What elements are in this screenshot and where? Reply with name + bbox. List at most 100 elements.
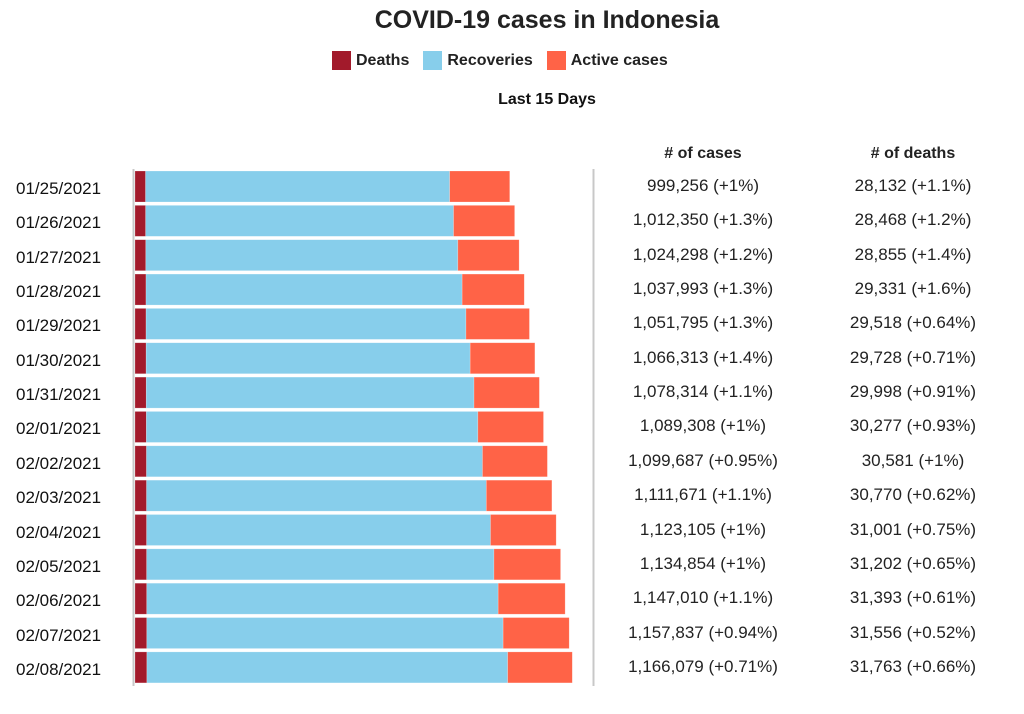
cases-cell: 1,012,350 (+1.3%) (632, 210, 774, 230)
active-segment[interactable] (449, 170, 511, 203)
deaths-cell: 30,277 (+0.93%) (849, 416, 977, 436)
legend: Deaths Recoveries Active cases (332, 51, 682, 70)
active-segment[interactable] (469, 342, 536, 375)
deaths-cell: 31,202 (+0.65%) (849, 553, 977, 573)
date-label: 01/31/2021 (16, 385, 102, 405)
deaths-segment[interactable] (134, 582, 148, 615)
date-label: 01/29/2021 (16, 316, 102, 336)
active-segment[interactable] (473, 376, 540, 409)
legend-item-recoveries[interactable]: Recoveries (423, 51, 533, 70)
legend-swatch-recoveries (423, 51, 443, 70)
legend-swatch-active (546, 51, 566, 70)
active-segment[interactable] (465, 308, 530, 340)
date-label: 02/05/2021 (16, 556, 102, 576)
deaths-cell: 29,518 (+0.64%) (849, 313, 977, 333)
deaths-cell: 31,556 (+0.52%) (849, 622, 977, 642)
legend-label-recoveries: Recoveries (447, 51, 533, 69)
deaths-cell: 28,855 (+1.4%) (854, 244, 972, 264)
date-label: 02/08/2021 (16, 659, 102, 679)
deaths-cell: 29,728 (+0.71%) (849, 347, 977, 367)
date-label: 02/06/2021 (16, 591, 102, 611)
deaths-cell: 30,581 (+1%) (861, 450, 965, 470)
legend-swatch-deaths (332, 51, 351, 70)
cases-cell: 1,166,079 (+0.71%) (628, 656, 778, 676)
recoveries-segment[interactable] (146, 514, 491, 546)
chart-subtitle: Last 15 Days (498, 91, 596, 108)
deaths-cell: 29,331 (+1.6%) (854, 279, 972, 299)
active-segment[interactable] (493, 548, 561, 581)
deaths-segment[interactable] (134, 205, 146, 237)
chart-title: COVID-19 cases in Indonesia (374, 6, 720, 34)
deaths-segment[interactable] (134, 170, 146, 203)
cases-cell: 1,078,314 (+1.1%) (632, 382, 774, 402)
cases-cell: 1,099,687 (+0.95%) (628, 450, 778, 470)
deaths-segment[interactable] (134, 617, 148, 649)
legend-item-deaths[interactable]: Deaths (332, 51, 409, 70)
legend-item-active[interactable]: Active cases (546, 51, 668, 70)
active-segment[interactable] (457, 239, 520, 271)
recoveries-segment[interactable] (145, 273, 463, 306)
deaths-segment[interactable] (134, 548, 148, 581)
column-header-deaths: # of deaths (870, 145, 956, 162)
deaths-segment[interactable] (134, 479, 147, 512)
recoveries-segment[interactable] (145, 170, 450, 203)
recoveries-segment[interactable] (145, 376, 475, 409)
active-segment[interactable] (502, 617, 570, 649)
deaths-segment[interactable] (134, 308, 147, 340)
recoveries-segment[interactable] (146, 479, 487, 512)
date-label: 01/25/2021 (16, 179, 102, 198)
recoveries-segment[interactable] (146, 445, 483, 478)
recoveries-segment[interactable] (146, 548, 495, 581)
deaths-cell: 31,393 (+0.61%) (849, 588, 977, 608)
active-segment[interactable] (507, 651, 573, 684)
active-segment[interactable] (486, 479, 553, 512)
deaths-segment[interactable] (134, 411, 147, 443)
recoveries-segment[interactable] (145, 239, 459, 271)
deaths-cell: 31,763 (+0.66%) (849, 656, 977, 676)
deaths-segment[interactable] (134, 239, 147, 271)
date-label: 02/02/2021 (16, 453, 102, 473)
cases-cell: 1,037,993 (+1.3%) (632, 279, 774, 299)
active-segment[interactable] (453, 205, 515, 237)
cases-cell: 1,147,010 (+1.1%) (632, 588, 774, 608)
recoveries-segment[interactable] (146, 617, 504, 649)
cases-cell: 1,123,105 (+1%) (639, 519, 767, 539)
recoveries-segment[interactable] (145, 342, 471, 375)
deaths-segment[interactable] (134, 651, 148, 684)
recoveries-segment[interactable] (145, 308, 467, 340)
legend-label-deaths: Deaths (356, 51, 410, 69)
date-label: 02/07/2021 (16, 625, 102, 645)
deaths-cell: 31,001 (+0.75%) (849, 519, 977, 539)
deaths-segment[interactable] (134, 514, 147, 546)
cases-cell: 1,089,308 (+1%) (639, 416, 767, 436)
active-segment[interactable] (477, 411, 544, 443)
recoveries-segment[interactable] (146, 651, 508, 684)
recoveries-segment[interactable] (145, 205, 454, 237)
cases-cell: 1,134,854 (+1%) (639, 553, 767, 573)
cases-cell: 1,157,837 (+0.94%) (628, 622, 778, 642)
recoveries-segment[interactable] (146, 411, 479, 443)
active-segment[interactable] (482, 445, 548, 478)
deaths-cell: 30,770 (+0.62%) (849, 485, 977, 505)
deaths-cell: 28,468 (+1.2%) (854, 210, 972, 230)
cases-cell: 1,051,795 (+1.3%) (632, 313, 774, 333)
recoveries-segment[interactable] (146, 582, 499, 615)
column-header-cases: # of cases (664, 145, 742, 162)
active-segment[interactable] (490, 514, 557, 546)
date-label: 01/26/2021 (16, 213, 102, 233)
date-label: 01/27/2021 (16, 247, 102, 267)
date-label: 01/30/2021 (16, 350, 102, 370)
active-segment[interactable] (461, 273, 525, 306)
cases-cell: 1,111,671 (+1.1%) (634, 485, 772, 505)
deaths-segment[interactable] (134, 342, 147, 375)
deaths-segment[interactable] (134, 273, 147, 306)
deaths-cell: 28,132 (+1.1%) (854, 176, 972, 195)
date-label: 02/04/2021 (16, 522, 102, 542)
deaths-segment[interactable] (134, 445, 147, 478)
cases-cell: 1,024,298 (+1.2%) (632, 244, 774, 264)
active-segment[interactable] (497, 582, 566, 615)
date-label: 02/01/2021 (16, 419, 102, 439)
date-label: 01/28/2021 (16, 282, 102, 302)
deaths-segment[interactable] (134, 376, 147, 409)
